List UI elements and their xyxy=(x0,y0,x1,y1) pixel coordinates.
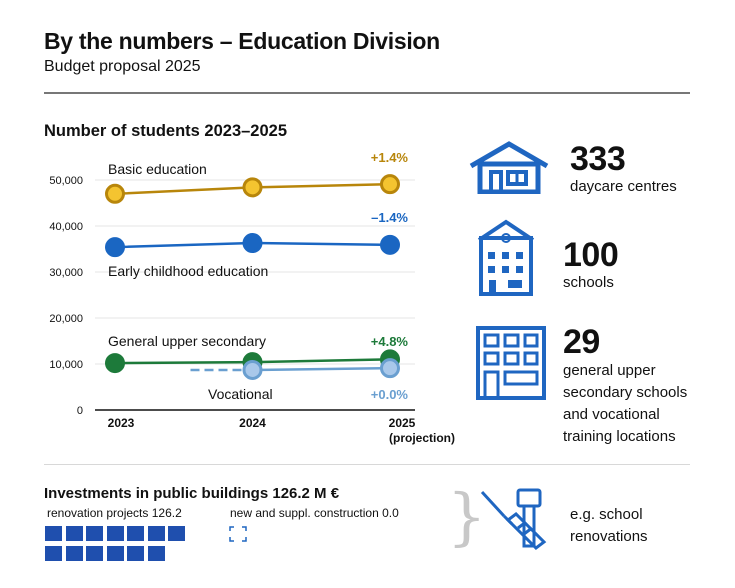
series-change-label: +1.4% xyxy=(371,150,409,165)
brace-icon: } xyxy=(447,480,487,553)
x-tick-label: 2023 xyxy=(108,416,135,430)
y-tick-label: 10,000 xyxy=(49,359,83,371)
renovation-square xyxy=(106,526,124,541)
chart-title: Number of students 2023–2025 xyxy=(44,122,288,140)
renovation-square xyxy=(106,546,124,561)
stat-schools-number: 100 xyxy=(563,236,619,274)
renovation-square xyxy=(127,526,144,541)
series-label: General upper secondary xyxy=(108,333,266,349)
series-change-label: –1.4% xyxy=(371,210,408,225)
x-tick-note: (projection) xyxy=(389,431,455,445)
office-building-icon xyxy=(476,326,546,400)
page-title: By the numbers – Education Division xyxy=(44,28,440,54)
example-text: e.g. school renovations xyxy=(570,504,680,548)
series-line xyxy=(252,366,391,372)
house-icon xyxy=(469,141,549,195)
data-point xyxy=(242,177,263,198)
new-construction-label: new and suppl. construction 0.0 xyxy=(230,506,399,520)
renovation-square xyxy=(127,546,144,561)
renovation-label: renovation projects 126.2 xyxy=(47,506,182,520)
section-divider xyxy=(44,464,690,465)
series-label: Vocational xyxy=(208,386,273,402)
page-subtitle: Budget proposal 2025 xyxy=(44,58,201,75)
stat-daycare xyxy=(468,140,550,199)
school-building-icon xyxy=(477,219,535,296)
data-point xyxy=(105,353,125,374)
stat-schools xyxy=(475,218,537,303)
stat-upper-secondary-label: general upper secondary schools and voca… xyxy=(563,360,687,448)
renovation-square xyxy=(147,546,165,561)
y-tick-label: 0 xyxy=(77,405,83,417)
stat-upper-secondary xyxy=(475,325,547,406)
data-point xyxy=(380,358,400,379)
renovation-square xyxy=(147,526,165,541)
renovation-square xyxy=(45,546,62,561)
y-tick-label: 40,000 xyxy=(49,221,83,233)
renovation-squares xyxy=(45,526,205,566)
series-label: Early childhood education xyxy=(108,263,268,279)
stat-upper-secondary-label-line: and vocational xyxy=(563,406,660,423)
y-tick-label: 50,000 xyxy=(49,175,83,187)
series-label: Basic education xyxy=(108,161,207,177)
new-construction-empty-square xyxy=(229,526,247,542)
data-point xyxy=(105,237,125,258)
stat-upper-secondary-label-line: general upper xyxy=(563,362,656,379)
stat-daycare-number: 333 xyxy=(570,140,626,178)
stat-daycare-label: daycare centres xyxy=(570,178,677,195)
y-tick-label: 20,000 xyxy=(49,313,83,325)
data-point xyxy=(380,234,400,255)
renovation-square xyxy=(45,526,62,541)
stat-schools-label: schools xyxy=(563,274,614,291)
series-change-label: +0.0% xyxy=(371,387,409,402)
x-tick-label: 2025 xyxy=(389,416,416,430)
hammer-screwdriver-icon xyxy=(480,488,547,550)
data-point xyxy=(242,359,263,380)
example-line: e.g. school xyxy=(570,506,643,523)
series-change-label: +4.8% xyxy=(371,334,409,349)
investments-title: Investments in public buildings 126.2 M … xyxy=(44,485,340,502)
renovation-square xyxy=(168,526,185,541)
students-line-chart: 0 10,000 20,000 30,000 40,000 50,000 2023 2024 2… xyxy=(49,150,455,445)
data-point xyxy=(242,233,263,254)
y-tick-label: 30,000 xyxy=(49,267,83,279)
data-point xyxy=(105,183,125,204)
x-tick-label: 2024 xyxy=(239,416,266,430)
renovation-square xyxy=(86,526,103,541)
stat-upper-secondary-number: 29 xyxy=(563,323,600,361)
renovation-square xyxy=(86,546,103,561)
renovation-square xyxy=(65,526,83,541)
header-divider xyxy=(44,92,690,94)
renovation-square xyxy=(65,546,83,561)
data-point xyxy=(380,174,400,195)
stat-upper-secondary-label-line: secondary schools xyxy=(563,384,688,401)
stat-upper-secondary-label-line: training locations xyxy=(563,428,676,445)
example-line: renovations xyxy=(570,528,648,545)
